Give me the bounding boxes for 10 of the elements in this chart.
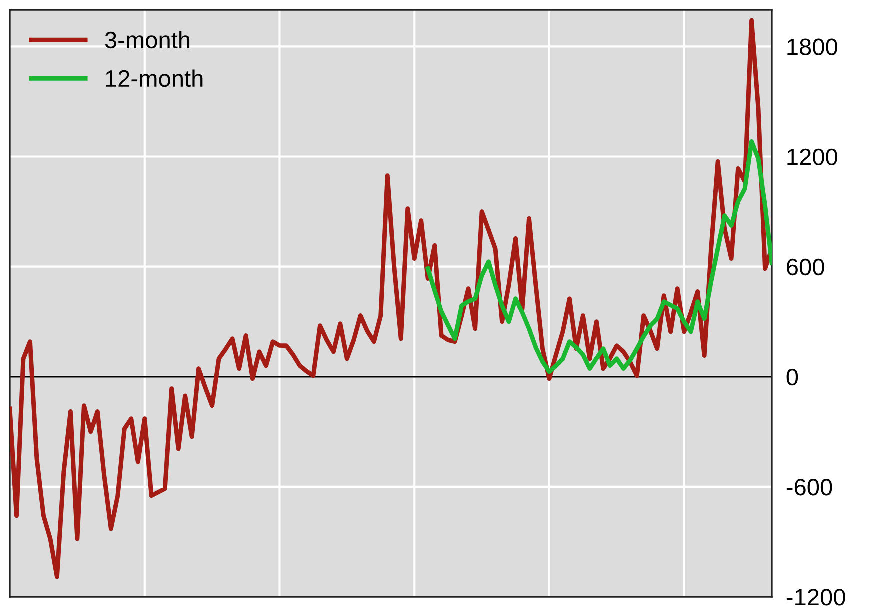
y-tick-label: 0 [786, 368, 798, 386]
y-tick-label: -600 [786, 479, 832, 496]
legend-label: 3-month [105, 31, 190, 49]
line-series [426, 139, 772, 374]
y-tick-label: 1800 [788, 38, 838, 56]
line-series [10, 18, 772, 580]
y-tick-label: 600 [787, 258, 824, 276]
y-tick-label: -1200 [786, 589, 846, 606]
y-tick-label: 1200 [788, 148, 838, 166]
legend-label: 12-month [106, 70, 203, 88]
